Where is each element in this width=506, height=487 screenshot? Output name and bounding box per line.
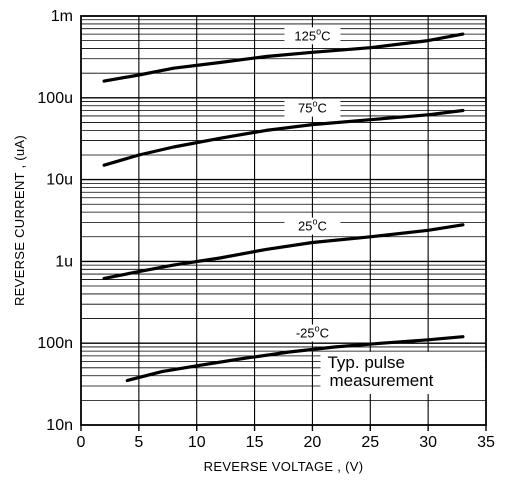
series-line-2 [102,223,465,280]
series-label-background [284,27,341,45]
y-tick-label: 10u [46,172,73,189]
axis-ticks [80,425,487,431]
y-tick-label: 10n [46,417,73,434]
series-labels: 125oC 75oC 25oC -25oC [284,26,341,342]
series-line-0 [102,32,465,83]
annotation-line-1: Typ. pulse [327,353,405,372]
annotation-line-2: measurement [329,371,433,390]
x-tick-label: 25 [361,434,379,451]
y-tick-label: 1u [55,253,73,270]
series-lines [102,32,465,383]
annotation-background [320,351,485,394]
series-label-2: 25oC [298,217,327,234]
x-tick-label: 20 [304,434,322,451]
series-line-3 [125,335,465,383]
series-line-1 [102,108,465,167]
series-label-1: 75oC [298,99,327,116]
x-tick-label: 5 [134,434,143,451]
axis-tick-labels: 0 5 10 15 20 25 30 35 10n 100n 1u 10u 100u 1m [37,8,495,451]
y-tick-label: 100u [37,90,73,107]
series-label-background [284,324,341,342]
series-label-background [284,99,341,117]
annotation-box: Typ. pulse measurement [320,351,485,394]
plot-frame [80,15,487,426]
x-tick-label: 10 [188,434,206,451]
series-label-background [284,217,341,235]
series-label-3: -25oC [296,323,329,340]
x-tick-label: 15 [246,434,264,451]
y-tick-label: 100n [37,335,73,352]
x-tick-label: 30 [419,434,437,451]
x-tick-label: 0 [77,434,86,451]
y-axis-title: REVERSE CURRENT , (uA) [12,135,27,306]
x-axis-title: REVERSE VOLTAGE , (V) [204,459,364,474]
x-tick-label: 35 [477,434,495,451]
series-label-0: 125oC [294,26,330,43]
y-tick-label: 1m [51,8,73,25]
